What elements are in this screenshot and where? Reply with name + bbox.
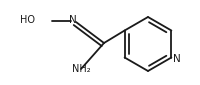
Text: N: N bbox=[172, 53, 179, 63]
Text: N: N bbox=[69, 15, 76, 25]
Text: HO: HO bbox=[20, 15, 35, 25]
Text: NH₂: NH₂ bbox=[71, 64, 90, 74]
